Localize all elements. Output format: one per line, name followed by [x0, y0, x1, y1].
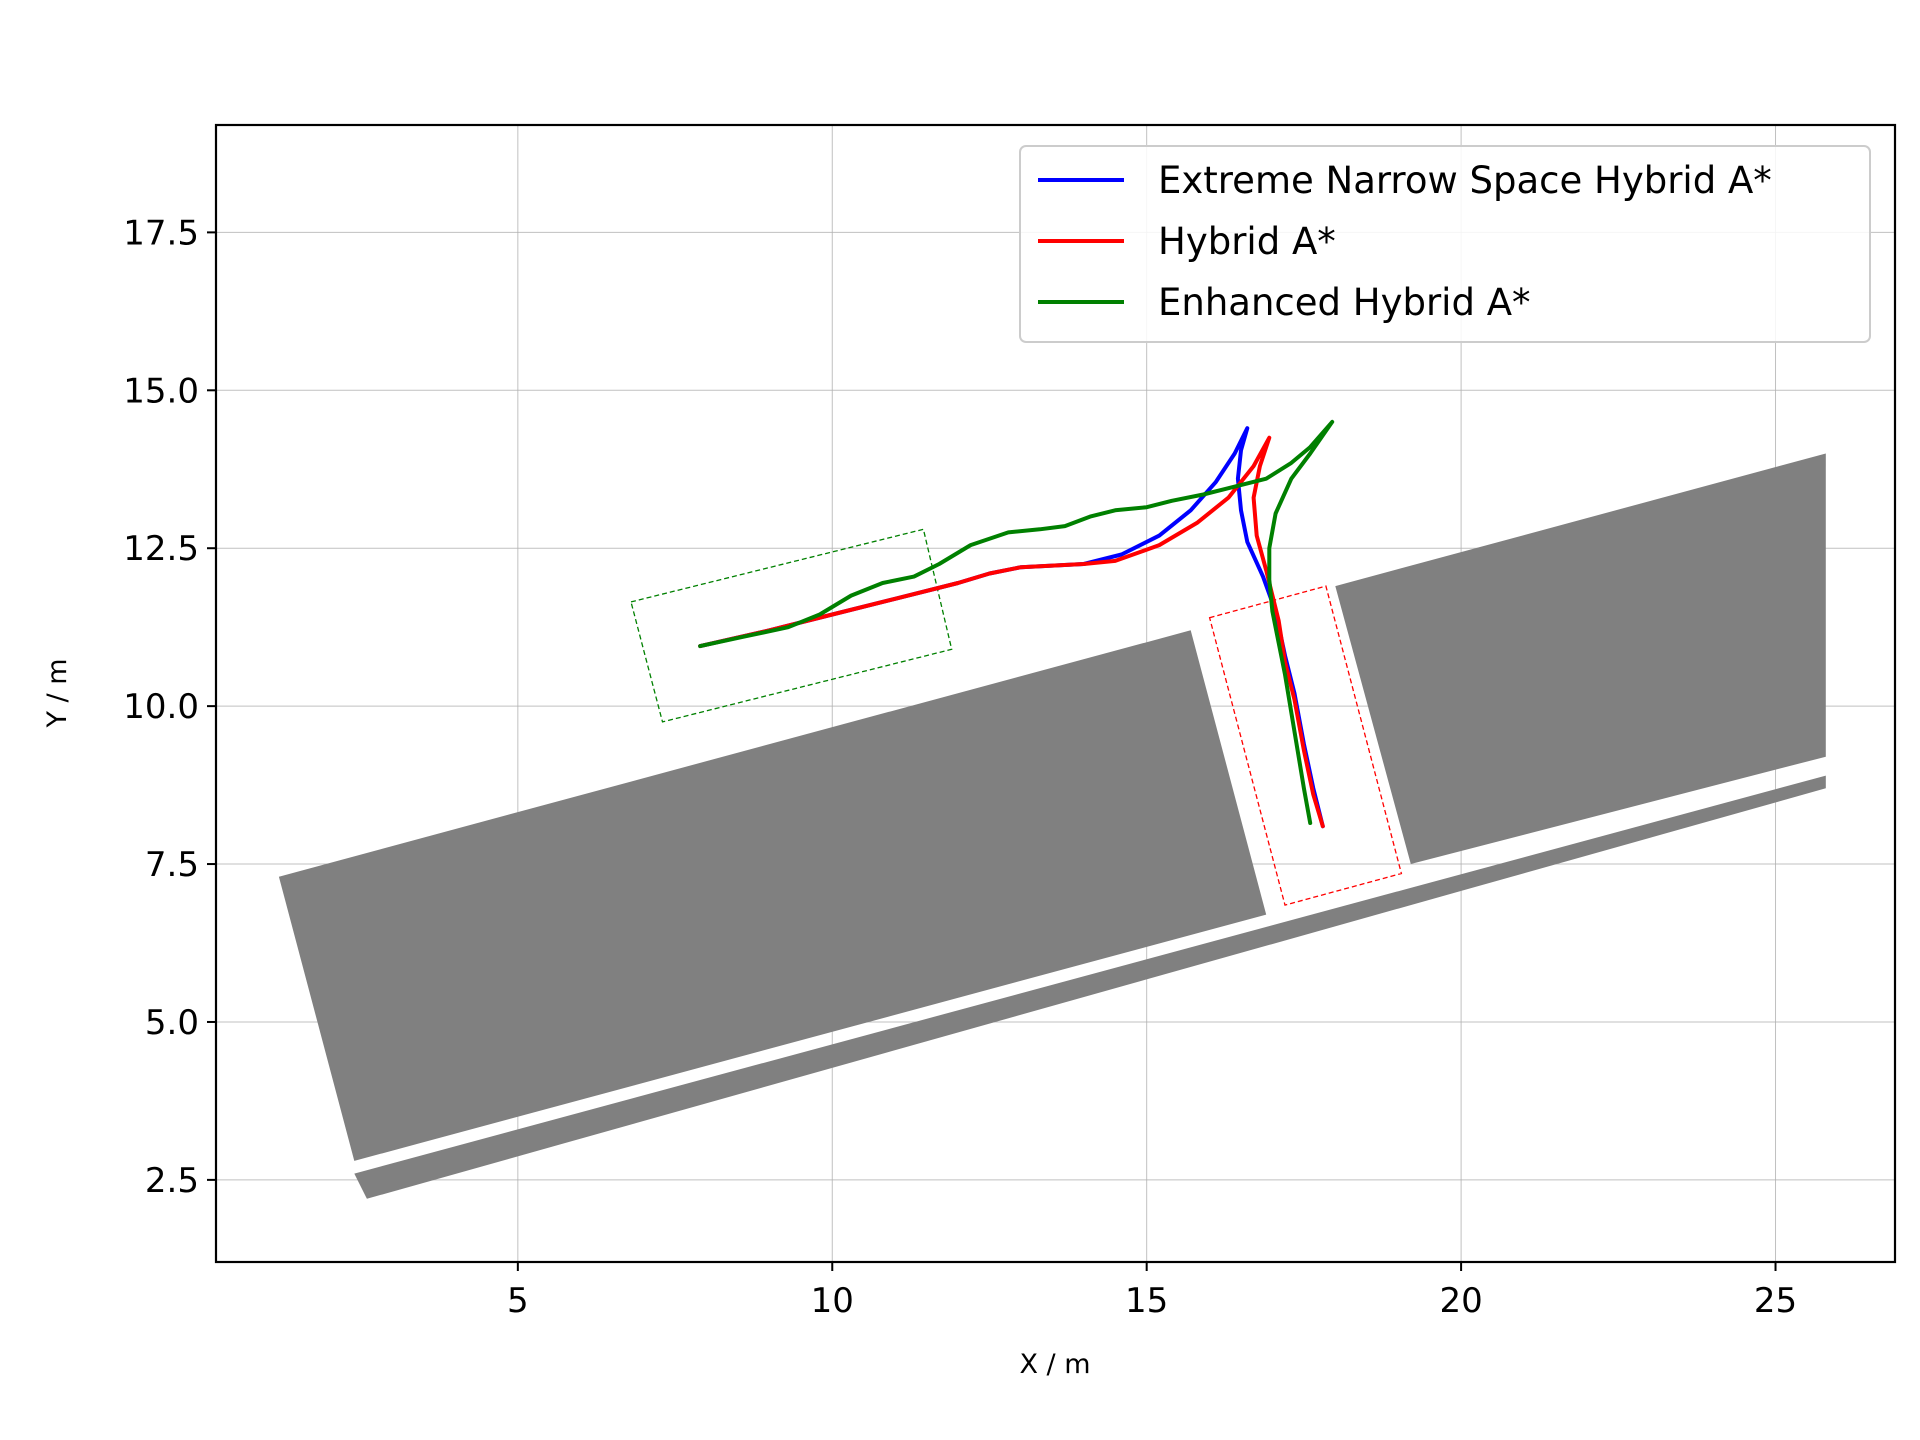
right-parked-block [1335, 453, 1826, 864]
y-tick-label-1: 5.0 [145, 1003, 199, 1043]
x-tick-label-3: 20 [1439, 1281, 1482, 1321]
x-tick-label-1: 10 [811, 1281, 854, 1321]
y-tick-label-5: 15.0 [123, 371, 199, 411]
obstacles [278, 453, 1826, 1199]
goal-vehicle-footprint [1208, 585, 1403, 906]
series-line-1 [698, 435, 1325, 829]
vehicle-footprints [630, 528, 1403, 906]
x-axis-label: X / m [1019, 1349, 1090, 1380]
x-tick-label-0: 5 [507, 1281, 529, 1321]
x-tick-label-4: 25 [1754, 1281, 1797, 1321]
trajectories [698, 419, 1335, 829]
plot-frame [214, 123, 1897, 1264]
x-tick-label-2: 15 [1125, 1281, 1168, 1321]
series-line-2 [698, 419, 1335, 825]
y-axis-label: Y / m [42, 658, 73, 728]
legend: Extreme Narrow Space Hybrid A* Hybrid A* E… [1019, 145, 1871, 343]
y-tick-label-0: 2.5 [145, 1161, 199, 1201]
y-tick-label-4: 12.5 [123, 529, 199, 569]
y-tick-label-6: 17.5 [123, 213, 199, 253]
legend-box [1019, 145, 1871, 343]
legend-label-0: Extreme Narrow Space Hybrid A* [1158, 159, 1772, 202]
legend-label-1: Hybrid A* [1158, 220, 1336, 263]
axis-ticks: 5 10 15 20 25 2.5 5.0 7.5 10.0 12.5 15.0 17.5 [123, 213, 1797, 1321]
left-parked-block [278, 630, 1267, 1161]
y-tick-label-3: 10.0 [123, 687, 199, 727]
y-tick-label-2: 7.5 [145, 845, 199, 885]
curb-strip [354, 775, 1826, 1199]
start-vehicle-footprint [630, 528, 953, 723]
legend-label-2: Enhanced Hybrid A* [1158, 281, 1531, 324]
